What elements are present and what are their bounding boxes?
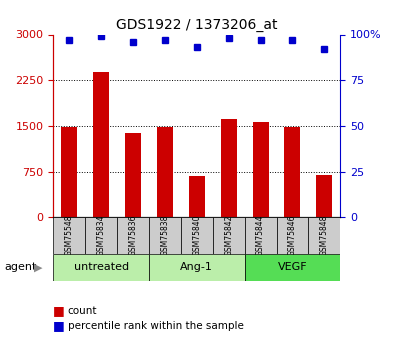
Bar — [85, 217, 117, 254]
Bar — [308, 217, 339, 254]
Bar — [316, 175, 332, 217]
Bar — [125, 133, 141, 217]
Bar — [53, 217, 85, 254]
Bar — [244, 254, 339, 281]
Bar — [157, 127, 173, 217]
Text: Ang-1: Ang-1 — [180, 263, 213, 272]
Bar — [244, 217, 276, 254]
Bar — [212, 217, 244, 254]
Bar — [220, 119, 236, 217]
Text: ■: ■ — [53, 304, 65, 317]
Bar — [252, 122, 268, 217]
Title: GDS1922 / 1373206_at: GDS1922 / 1373206_at — [116, 18, 277, 32]
Text: GSM75834: GSM75834 — [97, 215, 106, 256]
Text: GSM75844: GSM75844 — [256, 215, 265, 256]
Text: VEGF: VEGF — [277, 263, 306, 272]
Bar — [61, 127, 77, 217]
Bar — [284, 127, 300, 217]
Text: GSM75548: GSM75548 — [65, 215, 74, 256]
Text: GSM75838: GSM75838 — [160, 215, 169, 256]
Bar — [117, 217, 148, 254]
Bar — [180, 217, 212, 254]
Text: count: count — [67, 306, 97, 315]
Bar — [189, 176, 204, 217]
Bar — [276, 217, 308, 254]
Text: GSM75840: GSM75840 — [192, 215, 201, 256]
Text: GSM75846: GSM75846 — [287, 215, 296, 256]
Text: GSM75848: GSM75848 — [319, 215, 328, 256]
Text: untreated: untreated — [73, 263, 128, 272]
Text: ■: ■ — [53, 319, 65, 333]
Text: percentile rank within the sample: percentile rank within the sample — [67, 321, 243, 331]
Bar — [148, 254, 244, 281]
Text: GSM75836: GSM75836 — [128, 215, 137, 256]
Text: agent: agent — [4, 263, 36, 272]
Bar — [93, 72, 109, 217]
Text: ▶: ▶ — [34, 263, 42, 272]
Text: GSM75842: GSM75842 — [224, 215, 233, 256]
Bar — [53, 254, 148, 281]
Bar — [148, 217, 180, 254]
